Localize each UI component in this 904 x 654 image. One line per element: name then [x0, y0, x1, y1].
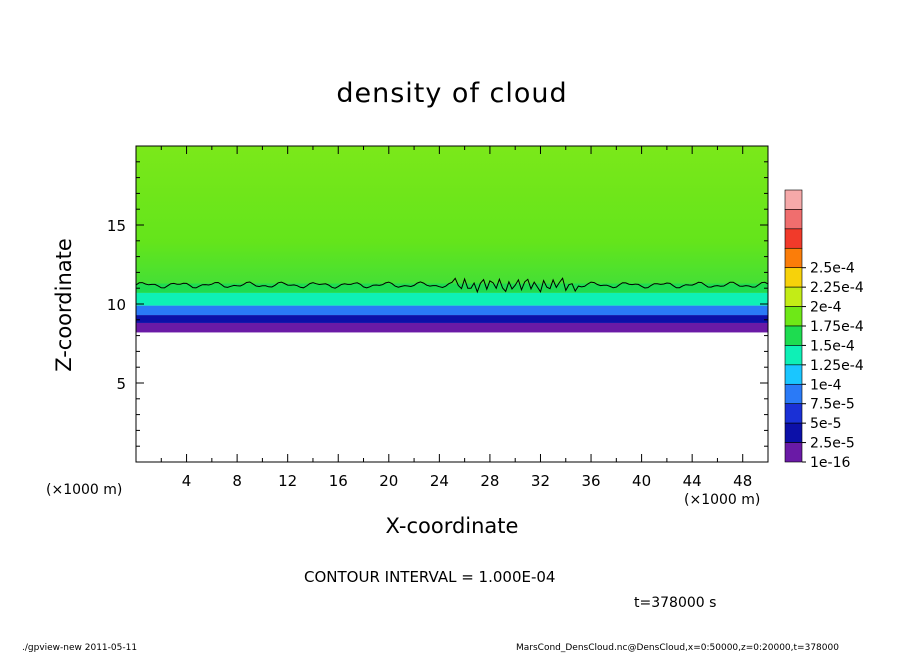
- colorbar-swatch: [784, 403, 803, 424]
- footer-data-source: MarsCond_DensCloud.nc@DensCloud,x=0:5000…: [516, 643, 839, 653]
- colorbar-swatch: [784, 364, 803, 385]
- contour-line: [135, 277, 769, 294]
- field-band-3: [136, 305, 768, 316]
- colorbar-swatch: [784, 247, 803, 269]
- x-tick-label: 24: [430, 472, 449, 490]
- y-tick-label: 5: [116, 375, 126, 393]
- x-tick-label: 28: [480, 472, 499, 490]
- x-tick-label: 32: [531, 472, 550, 490]
- time-note: t=378000 s: [634, 595, 717, 611]
- colorbar-label: 1.25e-4: [810, 358, 864, 374]
- colorbar-swatch: [784, 189, 803, 210]
- colorbar-label: 1.5e-4: [810, 338, 855, 354]
- colorbar-swatch: [784, 325, 803, 346]
- colorbar-swatch: [784, 442, 803, 463]
- x-tick-label: 20: [379, 472, 398, 490]
- colorbar-label: 1.75e-4: [810, 319, 864, 335]
- field-band-1: [136, 322, 768, 333]
- colorbar-swatch: [784, 345, 803, 366]
- x-axis-label: X-coordinate: [385, 514, 519, 538]
- field-band-5: [136, 283, 768, 293]
- colorbar-swatch: [784, 286, 803, 307]
- field-band-0: [136, 332, 768, 462]
- colorbar-label: 2.5e-4: [810, 261, 855, 277]
- y-tick-label: 15: [107, 217, 126, 235]
- colorbar-label: 1e-16: [810, 455, 850, 471]
- footer-program-date: ./gpview-new 2011-05-11: [22, 643, 138, 653]
- colorbar-label: 5e-5: [810, 416, 841, 432]
- x-unit-label-right: (×1000 m): [684, 492, 761, 508]
- colorbar-swatch: [784, 209, 803, 230]
- x-tick-label: 36: [581, 472, 600, 490]
- colorbar-swatch: [784, 306, 803, 327]
- x-tick-label: 4: [182, 472, 192, 490]
- x-tick-label: 12: [278, 472, 297, 490]
- colorbar-label: 2e-4: [810, 300, 842, 316]
- contour-interval-note: CONTOUR INTERVAL = 1.000E-04: [304, 568, 556, 586]
- colorbar-swatch: [784, 383, 803, 405]
- colorbar-label: 2.25e-4: [810, 280, 864, 296]
- field-gradient-overlay: [136, 146, 768, 284]
- colorbar-label: 7.5e-5: [810, 397, 855, 413]
- x-tick-label: 16: [329, 472, 348, 490]
- colorbar-swatch: [784, 422, 803, 443]
- y-tick-label: 10: [107, 296, 126, 314]
- colorbar-label: 2.5e-5: [810, 436, 855, 452]
- x-tick-label: 8: [232, 472, 242, 490]
- x-tick-label: 44: [683, 472, 702, 490]
- x-tick-label: 40: [632, 472, 651, 490]
- x-tick-label: 48: [733, 472, 752, 490]
- colorbar-label: 1e-4: [810, 377, 842, 393]
- x-unit-label-left: (×1000 m): [46, 482, 123, 498]
- colorbar-swatch: [784, 228, 803, 249]
- field-band-2: [136, 315, 768, 323]
- chart-title: density of cloud: [336, 78, 568, 109]
- colorbar-swatch: [784, 267, 803, 288]
- field-band-4: [136, 292, 768, 306]
